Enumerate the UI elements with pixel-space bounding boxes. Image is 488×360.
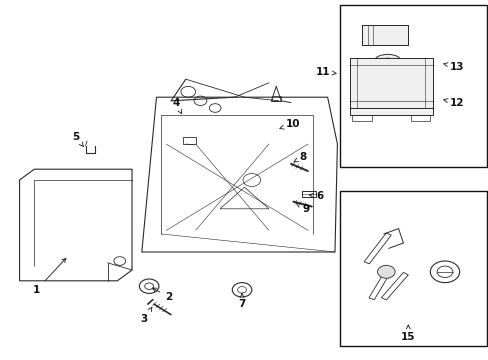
Bar (339, 5, 486, 167)
Text: 1: 1 (33, 258, 66, 295)
Text: 15: 15 (400, 325, 415, 342)
Bar (349, 58, 432, 108)
Bar (339, 191, 486, 346)
Text: 4: 4 (172, 98, 181, 114)
Text: 12: 12 (443, 98, 464, 108)
Bar (349, 108, 432, 115)
Bar (349, 58, 432, 108)
Circle shape (377, 265, 394, 278)
Ellipse shape (374, 54, 401, 68)
Bar (351, 115, 371, 121)
Text: 13: 13 (443, 62, 464, 72)
Text: 2: 2 (152, 288, 172, 302)
Text: 5: 5 (72, 132, 83, 147)
Text: 10: 10 (279, 119, 300, 129)
Text: 3: 3 (141, 307, 152, 324)
Bar (302, 191, 315, 197)
Bar (272, 96, 281, 101)
Text: 9: 9 (296, 203, 308, 214)
Bar (361, 25, 407, 45)
Bar (361, 25, 407, 45)
Text: 11: 11 (315, 67, 335, 77)
Bar (410, 115, 429, 121)
Text: 8: 8 (293, 152, 306, 162)
Bar (183, 137, 195, 144)
Bar (349, 108, 432, 115)
Text: 7: 7 (238, 293, 245, 309)
Text: 6: 6 (309, 191, 323, 201)
